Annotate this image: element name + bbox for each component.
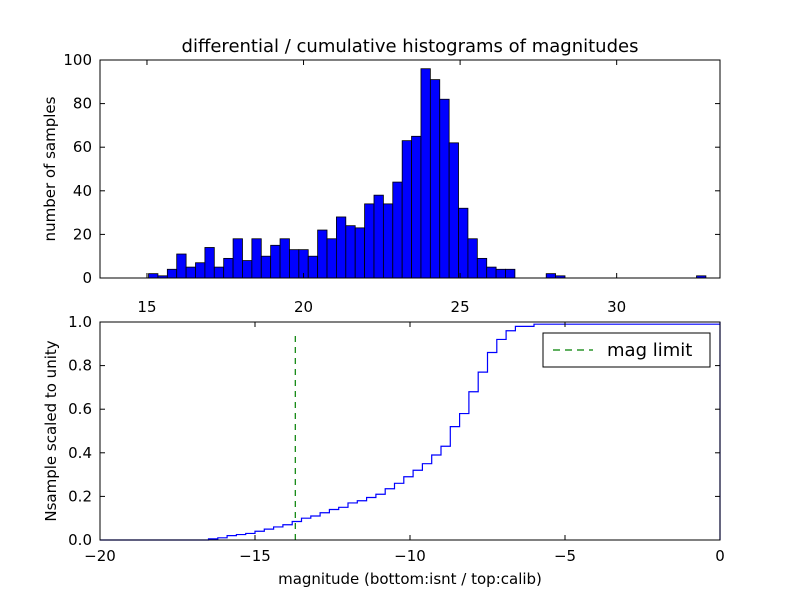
- cumulative-x-label: magnitude (bottom:isnt / top:calib): [278, 570, 542, 588]
- cumulative-y-tick-label: 0.6: [68, 400, 92, 418]
- histogram-bar: [505, 268, 516, 279]
- histogram-bars: [148, 68, 707, 279]
- histogram-bar: [242, 260, 253, 279]
- histogram-bar: [317, 229, 328, 279]
- histogram-bar: [260, 255, 272, 279]
- histogram-bar: [354, 227, 365, 279]
- histogram-panel: differential / cumulative histograms of …: [41, 36, 721, 316]
- histogram-x-tick-label: 15: [137, 298, 156, 316]
- histogram-bar: [467, 238, 478, 279]
- histogram-bar: [373, 194, 384, 279]
- histogram-bar: [307, 255, 319, 279]
- cumulative-y-tick-label: 1.0: [68, 313, 92, 331]
- histogram-bar: [232, 238, 243, 279]
- histogram-bar: [279, 238, 290, 279]
- histogram-bar: [289, 249, 300, 279]
- histogram-bar: [495, 268, 506, 279]
- histogram-bar: [166, 268, 178, 279]
- cumulative-x-tick-label: 0: [715, 547, 725, 565]
- histogram-ticks: 15 20 25 30 0 20 40 60 80 100: [63, 51, 720, 316]
- histogram-bar: [429, 79, 441, 279]
- histogram-bar: [223, 257, 234, 279]
- histogram-bar: [345, 225, 356, 279]
- histogram-bar: [411, 135, 422, 279]
- legend-label-mag-limit: mag limit: [607, 340, 692, 361]
- histogram-bar: [326, 238, 337, 279]
- histogram-title: differential / cumulative histograms of …: [182, 36, 639, 57]
- histogram-y-tick-label: 60: [73, 138, 92, 156]
- histogram-bar: [176, 253, 187, 279]
- histogram-bar: [148, 273, 159, 279]
- cumulative-x-tick-label: −20: [84, 547, 116, 565]
- histogram-bar: [185, 266, 196, 279]
- histogram-bar: [195, 262, 206, 279]
- cumulative-ticks: −20 −15 −10 −5 0 0.0 0.2 0.4 0.6 0.8 1.0: [68, 313, 725, 565]
- histogram-bar: [439, 98, 450, 279]
- histogram-bar: [420, 68, 431, 279]
- histogram-bar: [251, 238, 262, 279]
- histogram-bar: [336, 216, 347, 279]
- histogram-bar: [364, 203, 375, 279]
- histogram-bar: [213, 266, 225, 279]
- histogram-x-tick-label: 20: [294, 298, 313, 316]
- cumulative-x-tick-label: −10: [394, 547, 426, 565]
- histogram-x-tick-label: 30: [607, 298, 626, 316]
- cumulative-y-tick-label: 0.2: [68, 487, 92, 505]
- histogram-bar: [545, 273, 557, 279]
- cumulative-frame: [99, 321, 721, 541]
- cumulative-panel: −20 −15 −10 −5 0 0.0 0.2 0.4 0.6 0.8 1.0 magnitude…: [42, 313, 725, 588]
- histogram-y-tick-label: 40: [73, 182, 92, 200]
- histogram-bar: [382, 203, 394, 279]
- cumulative-y-label: Nsample scaled to unity: [42, 340, 60, 521]
- histogram-y-tick-label: 80: [73, 95, 92, 113]
- histogram-bar: [486, 266, 497, 279]
- histogram-bar: [204, 247, 215, 279]
- cumulative-series: [100, 322, 721, 541]
- cumulative-y-tick-label: 0.0: [68, 531, 92, 549]
- histogram-x-tick-label: 25: [451, 298, 470, 316]
- histogram-y-label: number of samples: [41, 96, 59, 241]
- legend: mag limit: [542, 332, 711, 368]
- cumulative-y-tick-label: 0.8: [68, 357, 92, 375]
- cumulative-step-line: [100, 322, 721, 541]
- cumulative-x-tick-label: −15: [239, 547, 271, 565]
- cumulative-x-tick-label: −5: [554, 547, 576, 565]
- histogram-bar: [458, 207, 469, 279]
- histogram-y-tick-label: 0: [82, 269, 92, 287]
- histogram-bar: [270, 244, 281, 279]
- histogram-bar: [401, 140, 412, 279]
- histogram-bar: [392, 181, 403, 279]
- cumulative-y-tick-label: 0.4: [68, 444, 92, 462]
- histogram-bar: [448, 142, 459, 279]
- histogram-frame: [99, 59, 721, 279]
- histogram-y-tick-label: 20: [73, 225, 92, 243]
- histogram-bar: [476, 257, 488, 279]
- histogram-y-tick-label: 100: [63, 51, 92, 69]
